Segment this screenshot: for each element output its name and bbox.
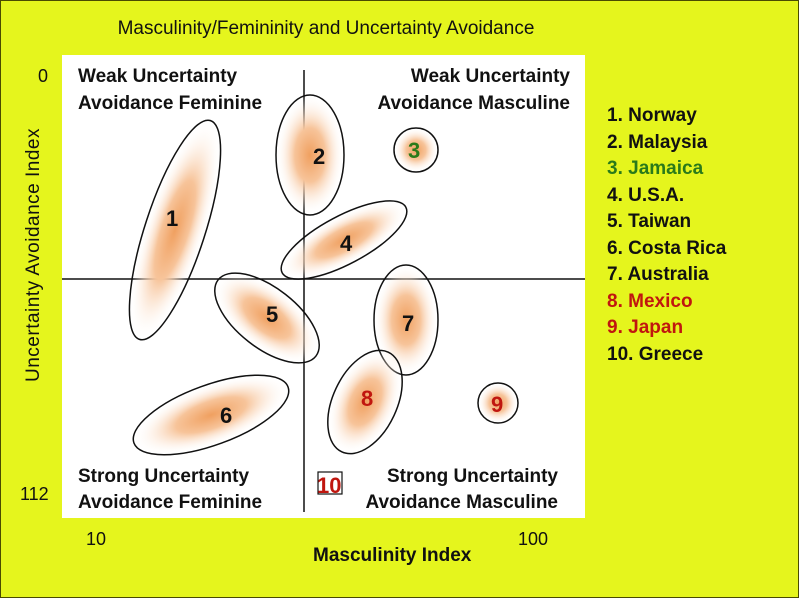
point-label-10: 10 bbox=[317, 473, 341, 498]
cluster-ellipse-malaysia bbox=[275, 94, 345, 216]
country-legend: 1. Norway 2. Malaysia 3. Jamaica 4. U.S.… bbox=[607, 103, 726, 368]
legend-item: 1. Norway bbox=[607, 105, 697, 126]
cluster-ellipse-costa-rica bbox=[132, 374, 290, 456]
cluster-ellipse-mexico bbox=[327, 349, 403, 455]
point-label-6: 6 bbox=[220, 403, 232, 428]
legend-item: 8. Mexico bbox=[607, 290, 693, 312]
legend-item: 5. Taiwan bbox=[607, 211, 692, 232]
legend-item: 2. Malaysia bbox=[607, 131, 708, 153]
y-tick-top: 0 bbox=[38, 66, 49, 86]
cluster-ellipse-usa bbox=[280, 200, 408, 280]
point-label-9: 9 bbox=[491, 392, 503, 417]
cluster-ellipse-norway bbox=[128, 119, 222, 341]
greece-marker-box bbox=[317, 471, 343, 495]
quadrant-top-left-line1: Weak Uncertainty bbox=[78, 66, 238, 87]
quadrant-bottom-left-line1: Strong Uncertainty bbox=[78, 466, 249, 487]
cluster-ellipse-taiwan bbox=[214, 272, 320, 364]
quadrant-top-right-line2: Avoidance Masculine bbox=[377, 93, 570, 114]
point-label-5: 5 bbox=[266, 302, 278, 327]
chart-title: Masculinity/Femininity and Uncertainty A… bbox=[117, 18, 535, 39]
quadrant-bottom-right-line1: Strong Uncertainty bbox=[387, 466, 558, 487]
point-label-8: 8 bbox=[361, 386, 373, 411]
cluster-ellipse-japan bbox=[477, 382, 519, 424]
x-tick-right: 100 bbox=[518, 529, 549, 549]
point-label-2: 2 bbox=[313, 144, 325, 169]
quadrant-top-left-line2: Avoidance Feminine bbox=[78, 93, 262, 114]
cluster-ellipse-australia bbox=[373, 264, 439, 376]
quadrant-bottom-right-line2: Avoidance Masculine bbox=[365, 492, 558, 513]
quadrant-bottom-left-line2: Avoidance Feminine bbox=[78, 492, 262, 513]
legend-item: 9. Japan bbox=[607, 317, 684, 338]
x-axis-label: Masculinity Index bbox=[313, 545, 472, 566]
legend-item: 4. U.S.A. bbox=[607, 184, 685, 206]
legend-item: 6. Costa Rica bbox=[607, 237, 727, 259]
cluster-ellipse-jamaica bbox=[393, 127, 439, 173]
legend-item: 7. Australia bbox=[607, 264, 709, 285]
legend-item: 3. Jamaica bbox=[607, 158, 704, 179]
point-label-4: 4 bbox=[340, 231, 353, 256]
point-label-1: 1 bbox=[166, 206, 178, 231]
y-tick-bottom: 112 bbox=[20, 484, 49, 504]
point-label-7: 7 bbox=[402, 311, 414, 336]
point-label-3: 3 bbox=[408, 138, 420, 163]
quadrant-top-right-line1: Weak Uncertainty bbox=[411, 66, 571, 87]
x-tick-left: 10 bbox=[86, 529, 107, 549]
legend-item: 10. Greece bbox=[607, 343, 704, 365]
